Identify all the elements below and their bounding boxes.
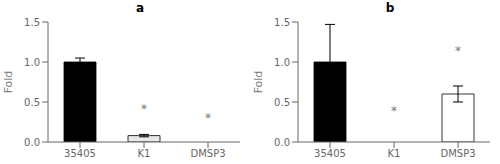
svg-text:Fold: Fold [8,71,15,94]
svg-text:Fold: Fold [252,71,265,94]
svg-text:K1: K1 [388,148,401,159]
svg-text:35405: 35405 [64,148,96,159]
svg-text:*: * [141,102,147,116]
svg-text:DMSP3: DMSP3 [190,148,225,159]
svg-text:1.0: 1.0 [24,57,40,68]
html-text:a: a [135,1,144,15]
svg-text:0.5: 0.5 [274,97,290,108]
svg-text:1.0: 1.0 [274,57,290,68]
html-text:b: b [385,1,395,15]
svg-text:1.5: 1.5 [24,17,40,28]
svg-text:1.5: 1.5 [274,17,290,28]
svg-text:0.0: 0.0 [274,137,290,148]
svg-text:0.5: 0.5 [24,97,40,108]
svg-text:*: * [205,111,211,125]
svg-text:DMSP3: DMSP3 [440,148,475,159]
svg-text:*: * [391,104,397,118]
svg-text:0.0: 0.0 [24,137,40,148]
svg-text:35405: 35405 [314,148,346,159]
svg-text:K1: K1 [138,148,151,159]
svg-text:*: * [455,44,461,58]
